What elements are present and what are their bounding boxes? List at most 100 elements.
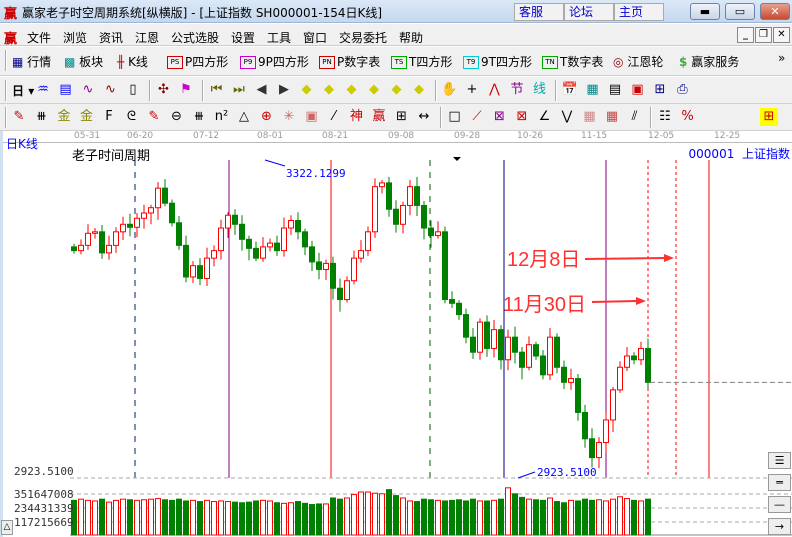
move-right-icon[interactable]: ◆	[324, 82, 334, 97]
ruler-icon[interactable]: ⊞	[396, 109, 407, 124]
layout-2-button[interactable]: ═	[768, 474, 791, 491]
menu-trade[interactable]: 交易委托	[339, 31, 388, 45]
n2-icon[interactable]: n²	[214, 109, 229, 124]
expand-icon[interactable]: ◆	[391, 82, 402, 97]
calendar-icon[interactable]: 📅	[561, 82, 579, 97]
parallel2-icon[interactable]: ⫽	[631, 109, 638, 124]
network-icon[interactable]: ⊞	[654, 82, 666, 97]
zoom-out-icon[interactable]: ◆	[369, 82, 379, 97]
gann-fan-icon[interactable]: ⊠	[516, 109, 528, 124]
section-icon[interactable]: 节	[510, 82, 524, 97]
forum-button[interactable]: 论坛	[564, 3, 614, 21]
ying-icon[interactable]: 赢	[372, 109, 386, 124]
gann-wheel-button[interactable]: ◎ 江恩轮	[613, 55, 664, 69]
wave9-icon[interactable]: ∿	[105, 82, 116, 97]
p-square-button[interactable]: PS P四方形	[167, 53, 228, 70]
triangle-icon[interactable]: △	[239, 109, 249, 124]
save-icon[interactable]: ▣	[631, 82, 644, 97]
first-bar-icon[interactable]: ⏮	[210, 82, 223, 97]
wave3-icon[interactable]: ∿	[82, 82, 94, 97]
draw-tool-icon[interactable]: ♒	[37, 82, 49, 97]
mdi-close-button[interactable]: ✕	[773, 27, 790, 43]
t-number-table-button[interactable]: TN T数字表	[542, 53, 603, 70]
line-icon[interactable]: ⋀	[489, 82, 500, 97]
crosshair-icon[interactable]: +	[466, 82, 478, 97]
layout-1-button[interactable]: —	[768, 496, 791, 513]
maximize-button[interactable]: ▭	[725, 3, 755, 20]
9p-square-button[interactable]: P9 9P四方形	[240, 53, 309, 70]
rect-icon[interactable]: □	[448, 109, 461, 124]
pen2-icon[interactable]: ✎	[148, 109, 160, 124]
print-icon[interactable]: ⎙	[677, 82, 688, 97]
pen-icon[interactable]: ✎	[13, 109, 25, 124]
target-icon[interactable]: ⊕	[261, 109, 272, 124]
kline-button[interactable]: ╫ K线	[117, 55, 148, 69]
more-chevron-icon[interactable]: »	[778, 51, 786, 65]
menu-tools[interactable]: 工具	[267, 31, 292, 45]
cycle-icon[interactable]: ✣	[158, 82, 169, 97]
flag-icon[interactable]: ⚑	[180, 82, 192, 97]
minimize-button[interactable]: ▬	[690, 3, 720, 20]
menu-help[interactable]: 帮助	[399, 31, 424, 45]
menu-settings[interactable]: 设置	[231, 31, 256, 45]
grid2-icon[interactable]: ▦	[605, 109, 619, 124]
table-icon[interactable]: ☷	[659, 109, 671, 124]
p-number-table-button[interactable]: PN P数字表	[319, 53, 380, 70]
percent-icon[interactable]: %	[681, 109, 694, 124]
menu-gann[interactable]: 江恩	[135, 31, 160, 45]
grid-icon[interactable]: ▦	[583, 109, 596, 124]
layout-3-button[interactable]: ☰	[768, 452, 791, 469]
slash-icon[interactable]: ⁄	[332, 109, 336, 124]
expand-up-button[interactable]: △	[1, 520, 13, 535]
sector-button[interactable]: ▩ 板块	[64, 55, 104, 69]
prev-icon[interactable]: ◀	[256, 82, 267, 97]
box-icon[interactable]: ▣	[305, 109, 318, 124]
circle-icon[interactable]: ⊖	[171, 109, 182, 124]
menu-browse[interactable]: 浏览	[63, 31, 88, 45]
candle-body	[484, 321, 490, 349]
measure-icon[interactable]: ↔	[418, 109, 430, 124]
menu-file[interactable]: 文件	[27, 31, 52, 45]
mdi-restore-button[interactable]: ❐	[755, 27, 772, 43]
calculator-icon[interactable]: ▦	[586, 82, 599, 97]
move-left-icon[interactable]: ◆	[301, 82, 312, 97]
candle-body	[414, 186, 420, 206]
homepage-button[interactable]: 主页	[614, 3, 664, 21]
spiral-icon[interactable]: ᘓ	[126, 109, 137, 124]
strategy-icon[interactable]: 线	[532, 82, 546, 97]
menu-formula[interactable]: 公式选股	[171, 31, 220, 45]
winner-service-button[interactable]: $ 赢家服务	[679, 55, 740, 69]
arrow-right-button[interactable]: →	[768, 518, 791, 535]
period-select[interactable]: 日 ▾	[12, 84, 35, 98]
t-square-button[interactable]: TS T四方形	[391, 53, 452, 70]
layout-grid-icon[interactable]: ⊞	[760, 108, 778, 126]
next-icon[interactable]: ▶	[279, 82, 289, 97]
notepad-icon[interactable]: ▤	[608, 82, 622, 97]
menu-window[interactable]: 窗口	[303, 31, 328, 45]
9t-square-button[interactable]: T9 9T四方形	[463, 53, 532, 70]
angle-icon[interactable]: ∠	[538, 109, 551, 124]
gold-icon[interactable]: 金	[57, 109, 71, 124]
gann-box-icon[interactable]: ⊠	[494, 109, 505, 124]
parallel-icon[interactable]: ⧻	[36, 109, 47, 124]
hand-icon[interactable]: ✋	[441, 82, 458, 97]
zigzag-icon[interactable]: ⋁	[561, 109, 573, 124]
close-button[interactable]: ✕	[760, 3, 790, 20]
shrink-icon[interactable]: ◆	[414, 82, 424, 97]
zoom-in-icon[interactable]: ◆	[346, 82, 357, 97]
last-bar-icon[interactable]: ⏭	[233, 82, 245, 97]
low-price-label: 2923.5100	[537, 466, 597, 479]
fib-icon[interactable]: F	[105, 109, 113, 124]
customer-service-button[interactable]: 客服	[514, 3, 564, 21]
lines-icon[interactable]: ⧻	[193, 109, 205, 124]
web-icon[interactable]: ✳	[283, 109, 295, 124]
mdi-minimize-button[interactable]: _	[737, 27, 754, 43]
gold2-icon[interactable]: 金	[79, 109, 93, 124]
quote-button[interactable]: ▦ 行情	[12, 55, 52, 69]
notes-icon[interactable]: ▤	[59, 82, 72, 97]
shen-icon[interactable]: 神	[349, 109, 363, 124]
candle-type-icon[interactable]: ▯	[129, 82, 137, 97]
menu-info[interactable]: 资讯	[99, 31, 124, 45]
fan-icon[interactable]: ⟋	[472, 109, 482, 124]
